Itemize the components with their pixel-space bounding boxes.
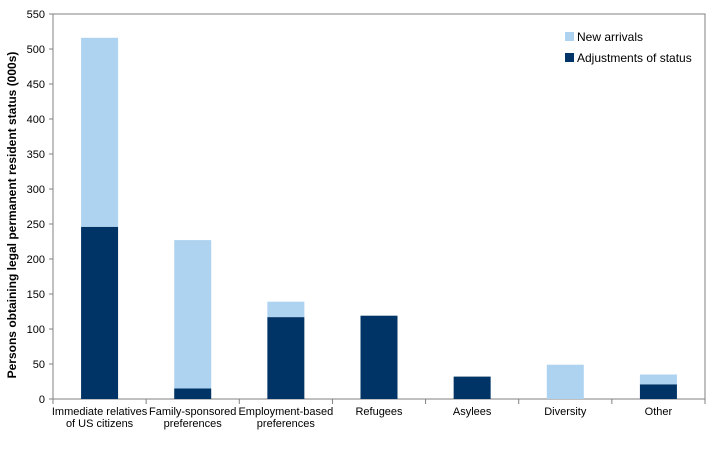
legend-swatch xyxy=(565,32,574,41)
legend: New arrivals Adjustments of status xyxy=(565,30,692,65)
y-tick-label: 250 xyxy=(27,219,45,231)
bars xyxy=(81,37,677,399)
legend-swatch xyxy=(565,53,574,62)
y-axis-label: Persons obtaining legal permanent reside… xyxy=(5,52,19,379)
x-tick-label: Employment-based xyxy=(238,406,333,418)
bar-segment xyxy=(639,374,677,385)
bar-segment xyxy=(360,315,398,399)
y-tick-label: 400 xyxy=(27,114,45,126)
bar-segment xyxy=(546,364,584,399)
y-tick-label: 550 xyxy=(27,9,45,21)
y-tick-label: 0 xyxy=(39,394,45,406)
y-tick-label: 500 xyxy=(27,44,45,56)
bar-segment xyxy=(174,388,212,399)
bar-segment xyxy=(267,301,305,318)
bar-segment xyxy=(81,226,119,399)
x-tick-label: Refugees xyxy=(355,406,403,418)
y-tick-label: 300 xyxy=(27,184,45,196)
x-tick-label: Family-sponsored xyxy=(149,406,236,418)
legend-label: New arrivals xyxy=(577,30,643,44)
bar-segment xyxy=(639,384,677,399)
bar-segment xyxy=(453,376,491,399)
bar-segment xyxy=(174,240,212,389)
y-tick-label: 200 xyxy=(27,254,45,266)
x-tick-label: Asylees xyxy=(453,406,492,418)
y-tick-label: 450 xyxy=(27,79,45,91)
x-tick-label: Immediate relatives xyxy=(52,406,148,418)
x-tick-label: preferences xyxy=(164,418,223,430)
y-tick-label: 150 xyxy=(27,289,45,301)
bar-segment xyxy=(81,37,119,227)
x-tick-label: preferences xyxy=(257,418,316,430)
x-tick-label: Diversity xyxy=(544,406,587,418)
y-tick-labels: 0 50 100 150 200 250 300 350 400 450 500 550 xyxy=(27,9,45,406)
y-tick-label: 100 xyxy=(27,324,45,336)
legend-label: Adjustments of status xyxy=(577,51,692,65)
y-tick-label: 350 xyxy=(27,149,45,161)
x-tick-label: Other xyxy=(645,406,673,418)
bar-segment xyxy=(267,317,305,399)
x-tick-label: of US citizens xyxy=(66,418,134,430)
y-tick-label: 50 xyxy=(33,359,45,371)
